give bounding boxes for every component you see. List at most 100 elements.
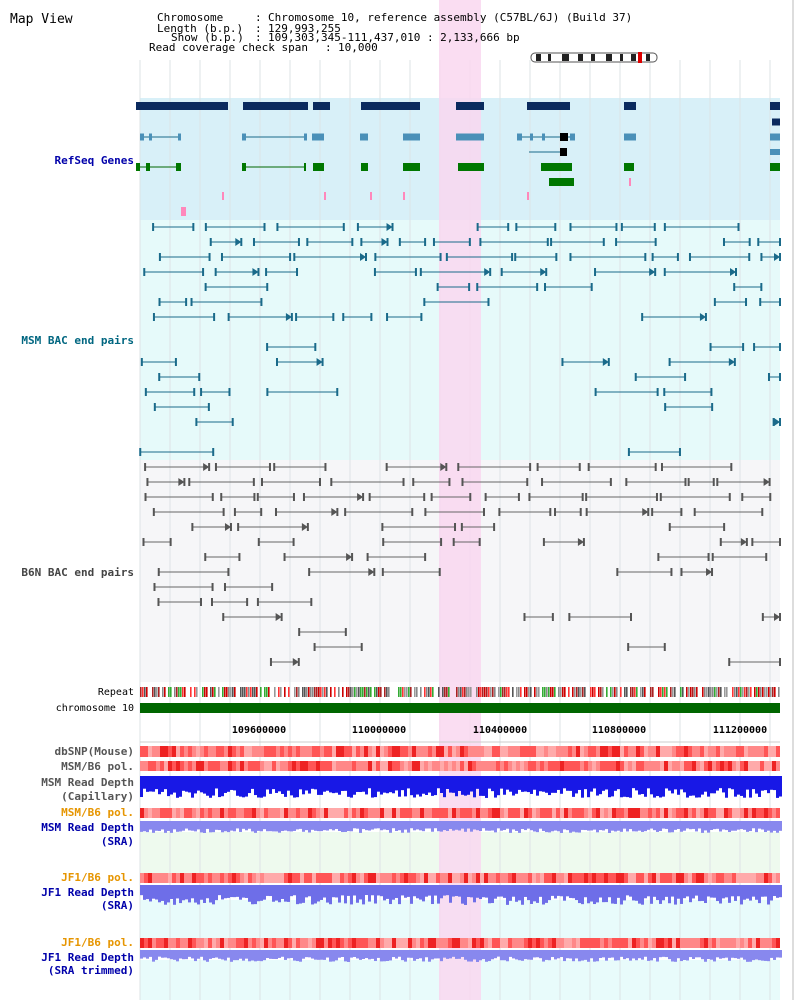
polymorphism-cell xyxy=(496,938,500,948)
gene-exon[interactable] xyxy=(304,163,306,171)
bac-end xyxy=(460,523,463,531)
gene-exon[interactable] xyxy=(313,163,324,171)
gene-exon[interactable] xyxy=(304,133,307,141)
gene-exon[interactable] xyxy=(624,163,634,171)
depth-bar xyxy=(227,885,230,898)
read-depth-tracks[interactable] xyxy=(140,776,782,962)
repeat-element xyxy=(600,687,602,697)
polymorphism-cell xyxy=(612,746,616,757)
polymorphism-cell xyxy=(648,746,652,757)
depth-bar xyxy=(680,776,683,790)
depth-bar xyxy=(443,776,446,798)
gene-exon[interactable] xyxy=(176,163,181,171)
gene-exon[interactable] xyxy=(136,163,140,171)
depth-bar xyxy=(317,821,320,832)
depth-bar xyxy=(758,885,761,904)
repeat-element xyxy=(602,687,604,697)
repeat-track[interactable] xyxy=(140,687,780,697)
gene-exon[interactable] xyxy=(517,133,522,141)
jf1-depth-sra-label: JF1 Read Depth xyxy=(41,886,134,899)
repeat-element xyxy=(756,687,758,697)
gene-exon[interactable] xyxy=(242,163,246,171)
polymorphism-heat-tracks[interactable] xyxy=(140,746,780,948)
polymorphism-cell xyxy=(228,938,232,948)
gene-exon[interactable] xyxy=(403,133,420,141)
repeat-element xyxy=(162,687,164,697)
gene-exon[interactable] xyxy=(458,163,484,171)
bac-arrow xyxy=(235,238,242,246)
gene-exon[interactable] xyxy=(624,133,636,141)
bac-end xyxy=(578,463,581,471)
gene-exon[interactable] xyxy=(140,133,144,141)
gene-exon[interactable] xyxy=(136,102,228,110)
depth-bar xyxy=(164,950,167,958)
polymorphism-cell xyxy=(464,761,468,771)
depth-bar xyxy=(350,776,353,798)
gene-exon[interactable] xyxy=(312,133,324,141)
polymorphism-cell xyxy=(764,808,768,818)
depth-bar xyxy=(299,776,302,790)
gene-exon[interactable] xyxy=(530,133,533,141)
gene-exon[interactable] xyxy=(361,163,368,171)
gene-exon[interactable] xyxy=(770,163,780,171)
polymorphism-cell xyxy=(428,808,432,818)
msm-bac-end-pairs-track[interactable] xyxy=(139,223,781,456)
repeat-element xyxy=(388,687,390,697)
polymorphism-cell xyxy=(148,808,152,818)
repeat-element xyxy=(750,687,752,697)
chromosome-ideogram[interactable] xyxy=(530,52,658,63)
gene-exon[interactable] xyxy=(149,133,152,141)
bac-end xyxy=(769,493,772,501)
repeat-element xyxy=(746,687,748,697)
polymorphism-cell xyxy=(372,873,376,883)
polymorphism-cell xyxy=(384,746,388,757)
depth-bar xyxy=(176,821,179,832)
gene-exon[interactable] xyxy=(146,163,150,171)
gene-exon[interactable] xyxy=(560,133,568,141)
bac-end xyxy=(143,268,146,276)
polymorphism-cell xyxy=(704,873,708,883)
depth-bar xyxy=(347,821,350,832)
gene-exon[interactable] xyxy=(456,102,484,110)
gene-exon[interactable] xyxy=(313,102,330,110)
gene-exon[interactable] xyxy=(560,148,567,156)
bac-end xyxy=(366,553,369,561)
gene-exon[interactable] xyxy=(243,102,308,110)
gene-exon[interactable] xyxy=(178,133,181,141)
refseq-genes-track[interactable] xyxy=(136,102,780,216)
depth-bar xyxy=(584,950,587,960)
depth-bar xyxy=(209,776,212,798)
gene-exon[interactable] xyxy=(542,133,545,141)
gene-exon[interactable] xyxy=(403,163,420,171)
polymorphism-cell xyxy=(512,938,516,948)
b6n-bac-end-pairs-track[interactable] xyxy=(142,463,781,666)
gene-exon[interactable] xyxy=(772,118,780,126)
depth-bar xyxy=(698,950,701,958)
polymorphism-cell xyxy=(172,808,176,818)
depth-bar xyxy=(416,821,419,830)
polymorphism-cell xyxy=(580,746,584,757)
polymorphism-cell xyxy=(224,746,228,757)
repeat-element xyxy=(358,687,360,697)
depth-bar xyxy=(665,885,668,897)
gene-exon[interactable] xyxy=(456,133,484,141)
polymorphism-cell xyxy=(200,746,204,757)
selection-highlight[interactable] xyxy=(439,0,481,1000)
gene-exon[interactable] xyxy=(360,133,368,141)
depth-bar xyxy=(443,950,446,958)
gene-exon[interactable] xyxy=(527,102,570,110)
gene-exon[interactable] xyxy=(242,133,246,141)
gene-exon[interactable] xyxy=(624,102,636,110)
bac-end xyxy=(710,388,713,396)
gene-exon[interactable] xyxy=(770,149,780,155)
gene-exon[interactable] xyxy=(549,178,574,186)
gene-exon[interactable] xyxy=(570,133,575,141)
gene-exon[interactable] xyxy=(770,133,780,141)
chromosome-bar[interactable] xyxy=(140,703,780,713)
gene-exon[interactable] xyxy=(770,102,780,110)
gene-exon[interactable] xyxy=(361,102,420,110)
polymorphism-cell xyxy=(356,761,360,771)
gene-exon[interactable] xyxy=(541,163,572,171)
polymorphism-cell xyxy=(296,746,300,757)
